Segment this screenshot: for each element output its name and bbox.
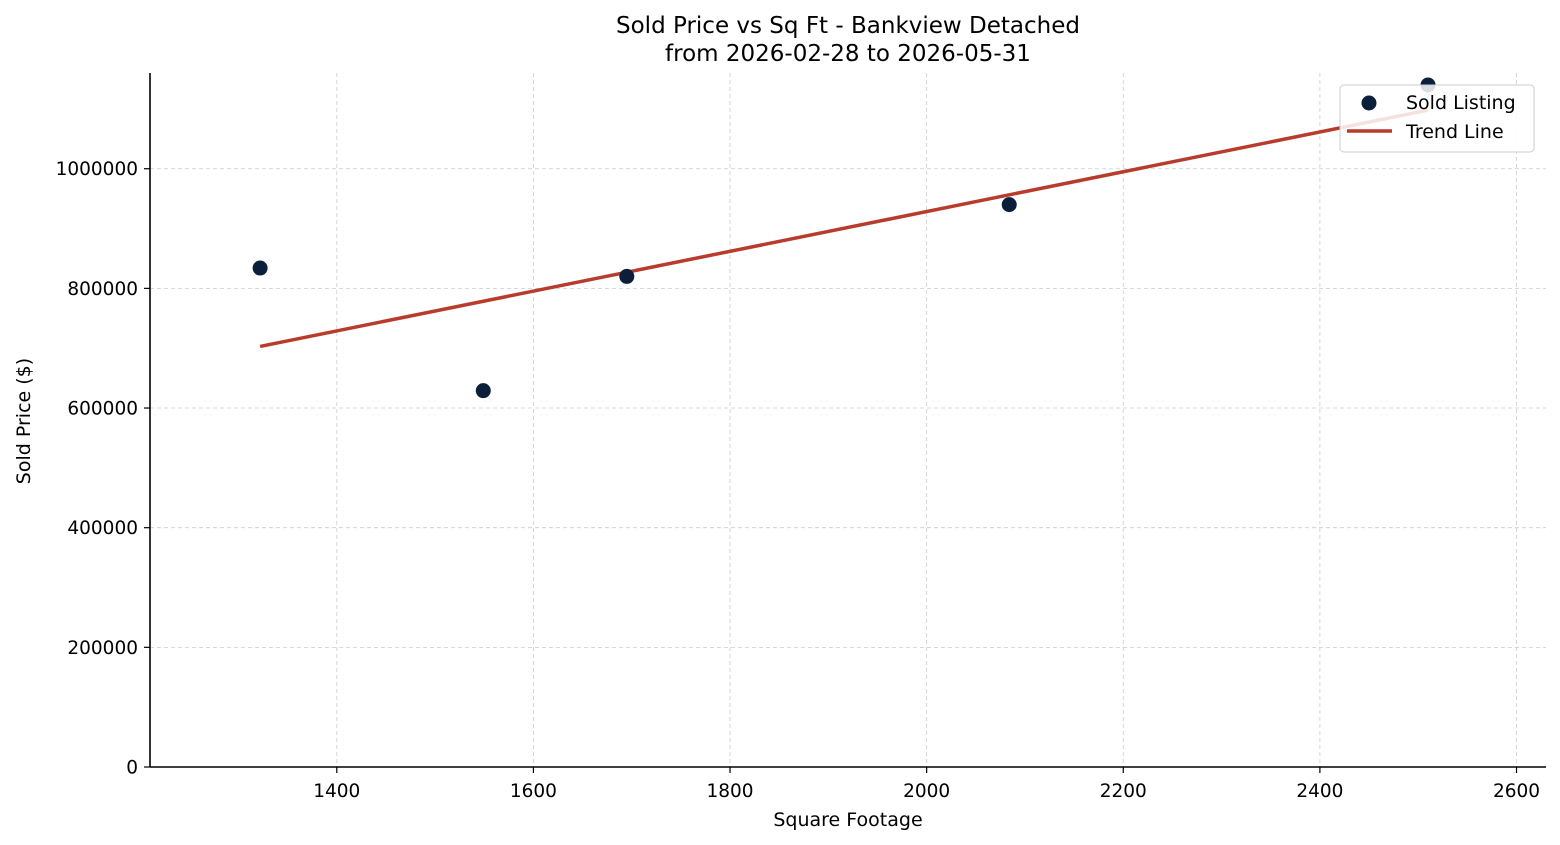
legend-marker-sold-listing bbox=[1361, 95, 1377, 111]
scatter-point bbox=[619, 268, 635, 284]
x-axis-ticks: 1400 1600 1800 2000 2200 2400 2600 bbox=[313, 767, 1540, 802]
x-tick-label: 2600 bbox=[1493, 781, 1540, 802]
grid-lines bbox=[150, 73, 1546, 768]
scatter-point bbox=[252, 260, 268, 276]
y-tick-label: 600000 bbox=[67, 399, 138, 420]
legend-box bbox=[1339, 84, 1535, 153]
legend-label-trend-line: Trend Line bbox=[1405, 121, 1504, 143]
chart-title: Sold Price vs Sq Ft - Bankview Detached bbox=[616, 13, 1080, 39]
legend-label-sold-listing: Sold Listing bbox=[1406, 92, 1516, 114]
y-tick-label: 400000 bbox=[67, 518, 138, 539]
scatter-point bbox=[475, 383, 491, 399]
y-tick-label: 1000000 bbox=[56, 159, 138, 180]
y-axis-ticks: 0 200000 400000 600000 800000 1000000 bbox=[56, 159, 150, 779]
scatter-point bbox=[1001, 197, 1017, 213]
y-axis-label: Sold Price ($) bbox=[13, 358, 35, 484]
x-tick-label: 1600 bbox=[510, 781, 557, 802]
trend-line bbox=[259, 108, 1429, 349]
x-tick-label: 1400 bbox=[313, 781, 360, 802]
x-tick-label: 2000 bbox=[903, 781, 950, 802]
x-axis-label: Square Footage bbox=[773, 809, 922, 831]
trend-line-layer bbox=[259, 108, 1429, 349]
y-tick-label: 0 bbox=[126, 758, 138, 779]
y-tick-label: 200000 bbox=[67, 638, 138, 659]
x-tick-label: 1800 bbox=[706, 781, 753, 802]
y-tick-label: 800000 bbox=[67, 279, 138, 300]
chart-subtitle: from 2026-02-28 to 2026-05-31 bbox=[665, 41, 1031, 67]
legend: Sold Listing Trend Line bbox=[1339, 84, 1535, 153]
x-tick-label: 2200 bbox=[1100, 781, 1147, 802]
x-tick-label: 2400 bbox=[1296, 781, 1343, 802]
scatter-points-layer bbox=[252, 77, 1436, 399]
